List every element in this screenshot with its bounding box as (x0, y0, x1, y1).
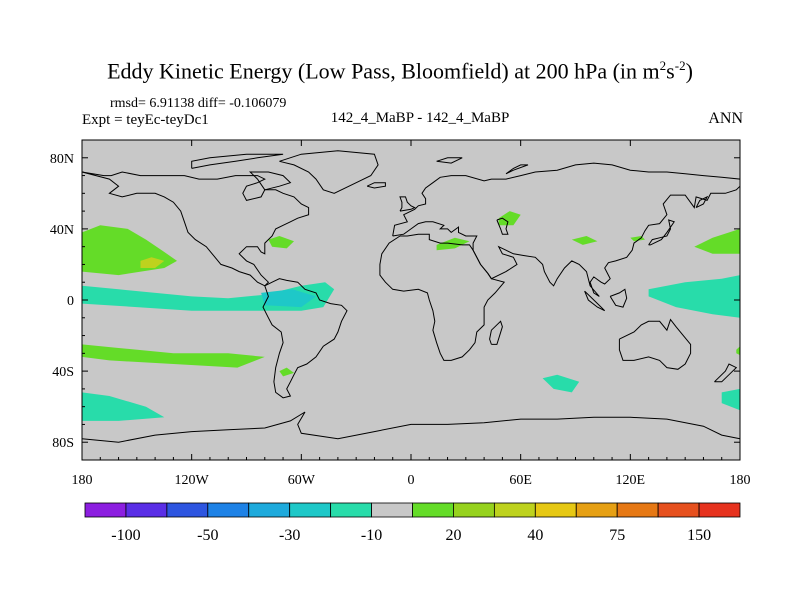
y-tick-label: 80S (52, 436, 74, 451)
anomaly-region-6 (279, 367, 294, 377)
colorbar: -100 -50 -30 -10 20 40 75 150 (84, 502, 741, 544)
anomaly-region-9 (498, 211, 521, 226)
coastline-iceland (366, 182, 386, 189)
coastline-greenland (279, 150, 379, 194)
coastline-svalbard (436, 157, 463, 164)
colorbar-label: 75 (609, 527, 625, 544)
colorbar-label: -100 (111, 527, 140, 544)
coastlines (81, 150, 741, 443)
anomaly-region-7 (82, 392, 165, 421)
colorbar-box-14 (657, 502, 700, 518)
coastline-baffin (248, 171, 292, 191)
anomaly-region-1 (140, 257, 165, 268)
colorbar-box-6 (330, 502, 372, 518)
colorbar-box-7 (371, 502, 413, 518)
colorbar-box-4 (248, 502, 291, 518)
y-axis: 80N 40N 0 40S 80S (50, 152, 740, 451)
coastline-south-america (262, 278, 348, 399)
coastline-borneo (609, 288, 628, 308)
colorbar-box-2 (166, 502, 209, 518)
colorbar-box-15 (698, 502, 741, 518)
chart-title: Eddy Kinetic Energy (Low Pass, Bloomfiel… (107, 58, 693, 84)
anomaly-region-4 (261, 289, 316, 308)
anomaly-region-2 (268, 236, 294, 249)
coastline-australia (618, 318, 692, 370)
x-tick-label: 120E (616, 473, 646, 488)
colorbar-label: -10 (361, 527, 382, 544)
x-axis: 180 120W 60W 0 60E 120E 180 (72, 140, 751, 488)
y-tick-label: 40S (52, 365, 74, 380)
coastline-kamchatka-spur (695, 195, 709, 209)
case-comparison-label: 142_4_MaBP - 142_4_MaBP (330, 110, 510, 126)
colorbar-label: 20 (445, 527, 461, 544)
coastline-new-zealand (714, 363, 738, 383)
colorbar-label: -30 (279, 527, 300, 544)
colorbar-label: 40 (527, 527, 543, 544)
experiment-label: Expt = teyEc-teyDc1 (82, 112, 209, 128)
coastline-japan (648, 219, 675, 246)
coastline-uk (399, 196, 416, 212)
anomaly-region-14 (542, 374, 580, 393)
colorbar-box-5 (289, 502, 332, 518)
anomaly-region-16 (721, 388, 740, 411)
anomaly-region-15 (736, 346, 740, 356)
colorbar-box-1 (125, 502, 168, 518)
colorbar-box-10 (493, 502, 536, 518)
colorbar-box-12 (575, 502, 618, 518)
coastline-arctic-islands (191, 153, 284, 169)
rmsd-diff-label: rmsd= 6.91138 diff= -0.106079 (110, 96, 287, 111)
y-tick-label: 40N (50, 223, 74, 238)
coastline-caspian (496, 217, 509, 235)
x-tick-label: 180 (730, 473, 751, 488)
coastline-antarctica (81, 411, 741, 443)
colorbar-box-8 (412, 502, 454, 518)
coastline-sumatra (584, 290, 606, 312)
x-tick-label: 120W (175, 473, 210, 488)
colorbar-box-9 (453, 502, 495, 518)
colorbar-label: -50 (197, 527, 218, 544)
x-tick-label: 60E (509, 473, 532, 488)
coastline-novaya-zemlya (505, 164, 529, 175)
colorbar-box-0 (84, 502, 127, 518)
y-tick-label: 80N (50, 152, 74, 167)
colorbar-box-13 (616, 502, 659, 518)
anomaly-region-13 (648, 275, 740, 318)
anomaly-region-5 (82, 344, 265, 368)
y-tick-label: 0 (67, 294, 74, 309)
anomaly-region-10 (571, 236, 598, 245)
season-label: ANN (708, 110, 743, 127)
colorbar-box-3 (207, 502, 250, 518)
colorbar-box-11 (534, 502, 577, 518)
colorbar-label: 150 (687, 527, 711, 544)
x-tick-label: 180 (72, 473, 93, 488)
coastline-madagascar (489, 320, 503, 345)
x-tick-label: 0 (408, 473, 415, 488)
x-tick-label: 60W (288, 473, 316, 488)
coastline-africa (379, 233, 506, 361)
anomaly-region-12 (694, 228, 740, 254)
